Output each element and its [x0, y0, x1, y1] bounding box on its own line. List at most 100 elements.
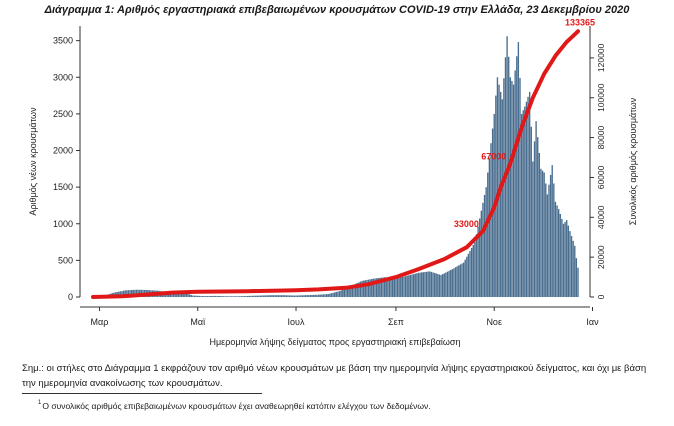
bar [377, 278, 379, 297]
bar [255, 295, 257, 297]
bar [222, 296, 225, 297]
bar [230, 296, 233, 297]
bar [342, 289, 344, 297]
bar [363, 280, 365, 297]
bar [412, 274, 415, 297]
bar [501, 99, 503, 297]
bar [258, 295, 260, 297]
bar [266, 295, 268, 297]
bar [334, 292, 336, 297]
footnote-marker: 1 [38, 400, 42, 407]
bar [134, 289, 136, 297]
bar [253, 295, 255, 297]
y2-tick-label: 20000 [596, 245, 606, 269]
bar [429, 271, 431, 297]
bar [404, 276, 407, 297]
bar [284, 295, 286, 297]
bar [443, 273, 445, 297]
y2-tick-label: 0 [596, 294, 606, 299]
bar [364, 280, 366, 297]
bar [401, 277, 404, 297]
bar [246, 295, 249, 297]
data-label: 133365 [565, 17, 595, 27]
bar [503, 78, 505, 297]
bar [305, 295, 307, 297]
bar [287, 295, 289, 297]
bar [248, 295, 250, 297]
bar [548, 184, 550, 297]
bar [325, 294, 328, 297]
y-tick-label: 3500 [53, 36, 73, 46]
bar [348, 286, 350, 297]
bar [317, 294, 320, 297]
bar [445, 272, 447, 297]
bar [561, 218, 563, 297]
bar [269, 295, 271, 297]
bar [224, 296, 226, 297]
bar [535, 121, 537, 297]
bar [242, 296, 244, 297]
y2-axis-label: Συνολικός αριθμός κρουσμάτων [628, 97, 638, 225]
bar [118, 291, 120, 297]
bar [541, 170, 544, 297]
chart-axes [76, 26, 594, 311]
bar [487, 172, 489, 297]
bar [496, 77, 499, 298]
bar [519, 78, 521, 297]
bar [467, 253, 470, 297]
bar [214, 295, 217, 297]
bar [168, 292, 170, 297]
bar [321, 294, 323, 297]
bar [335, 291, 337, 297]
x-tick-label: Νοε [486, 317, 502, 327]
x-tick-label: Μαϊ [190, 317, 206, 327]
bar [256, 295, 259, 297]
bar [119, 291, 122, 297]
bar [251, 295, 254, 297]
bar [459, 264, 462, 297]
bar [250, 295, 252, 297]
bar [176, 292, 178, 297]
y-tick-label: 1000 [53, 219, 73, 229]
bar [177, 292, 180, 297]
bar [280, 295, 283, 297]
bar [259, 295, 262, 297]
data-label: 67000 [481, 151, 506, 161]
bar [411, 274, 413, 297]
bar [566, 220, 568, 297]
bar [538, 152, 541, 297]
bar [169, 293, 172, 297]
footnote: 1Ο συνολικός αριθμός επιβεβαιωμένων κρου… [38, 400, 658, 411]
x-tick-label: Ιουλ [288, 317, 305, 327]
bar [311, 294, 313, 297]
bar [517, 42, 520, 298]
bar [379, 277, 381, 297]
bar [546, 194, 549, 297]
bar [551, 165, 553, 297]
y-tick-label: 2500 [53, 109, 73, 119]
bar [235, 296, 238, 297]
bar [201, 296, 204, 297]
bar [371, 279, 373, 297]
bar [424, 271, 426, 297]
bar [345, 288, 347, 297]
bar [314, 294, 317, 297]
y-axis-label: Αριθμός νέων κρουσμάτων [28, 107, 38, 216]
x-tick-label: Μαρ [91, 317, 109, 327]
bar [198, 295, 201, 297]
bar [527, 96, 529, 297]
y-tick-label: 3000 [53, 72, 73, 82]
bar [499, 91, 502, 298]
bar [409, 274, 412, 297]
bar [470, 247, 473, 297]
bar [406, 275, 408, 297]
bar [132, 289, 134, 297]
bar [343, 288, 346, 297]
bar [263, 295, 265, 297]
bar [574, 245, 576, 297]
cumulative-series-line [91, 29, 580, 299]
bar [276, 295, 278, 297]
bar [385, 277, 387, 297]
bar [567, 225, 570, 297]
bar [388, 277, 391, 297]
